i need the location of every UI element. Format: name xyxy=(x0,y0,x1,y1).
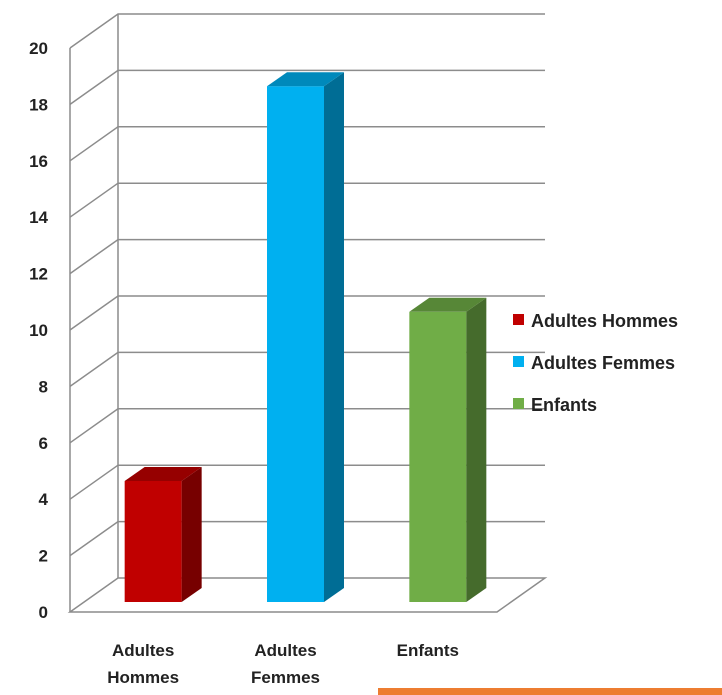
gridline xyxy=(69,13,545,49)
bar xyxy=(124,467,202,602)
y-tick-label: 14 xyxy=(29,208,48,227)
orange-strip xyxy=(378,688,722,695)
x-category-label: Enfants xyxy=(397,641,459,660)
y-tick-label: 10 xyxy=(29,321,48,340)
gridline xyxy=(69,520,545,557)
bar-front-face xyxy=(267,86,324,602)
y-axis-ticks: 0 2 4 6 8 10 12 14 16 18 20 xyxy=(29,39,48,622)
x-axis-labels: Adultes Hommes Adultes Femmes Enfants xyxy=(107,641,459,687)
gridline xyxy=(69,126,545,162)
y-tick-label: 20 xyxy=(29,39,48,58)
x-category-label: Adultes xyxy=(254,641,316,660)
gridline xyxy=(69,351,545,388)
bar-top-face xyxy=(124,467,202,481)
y-tick-label: 18 xyxy=(29,95,48,114)
gridline xyxy=(69,69,545,106)
bar-side-face xyxy=(181,467,202,602)
bar-front-face xyxy=(409,311,467,602)
gridline xyxy=(69,408,545,444)
gridline xyxy=(69,238,545,275)
y-tick-label: 16 xyxy=(29,152,48,171)
legend-swatch xyxy=(513,314,524,325)
gridline xyxy=(69,464,545,500)
bar-side-face xyxy=(466,297,487,602)
bar xyxy=(267,72,344,602)
y-tick-label: 2 xyxy=(39,547,48,566)
bar-top-face xyxy=(267,72,344,87)
bar-front-face xyxy=(124,481,182,602)
y-tick-label: 12 xyxy=(29,265,48,284)
y-tick-label: 8 xyxy=(39,377,48,396)
y-tick-label: 6 xyxy=(39,434,48,453)
legend: Adultes Hommes Adultes Femmes Enfants xyxy=(513,311,678,415)
bar-top-face xyxy=(409,297,487,312)
legend-swatch xyxy=(513,398,524,409)
gridline xyxy=(69,295,545,331)
legend-label: Enfants xyxy=(531,395,597,415)
bar xyxy=(409,297,487,602)
x-category-label: Adultes xyxy=(112,641,174,660)
legend-label: Adultes Femmes xyxy=(531,353,675,373)
x-category-label: Hommes xyxy=(107,668,179,687)
gridline xyxy=(69,182,545,218)
y-tick-label: 4 xyxy=(39,490,49,509)
bars xyxy=(124,72,487,602)
bar-side-face xyxy=(324,72,344,602)
gridlines xyxy=(69,13,545,557)
x-category-label: Femmes xyxy=(251,668,320,687)
floor xyxy=(67,577,548,613)
y-tick-label: 0 xyxy=(39,603,48,622)
legend-swatch xyxy=(513,356,524,367)
legend-label: Adultes Hommes xyxy=(531,311,678,331)
